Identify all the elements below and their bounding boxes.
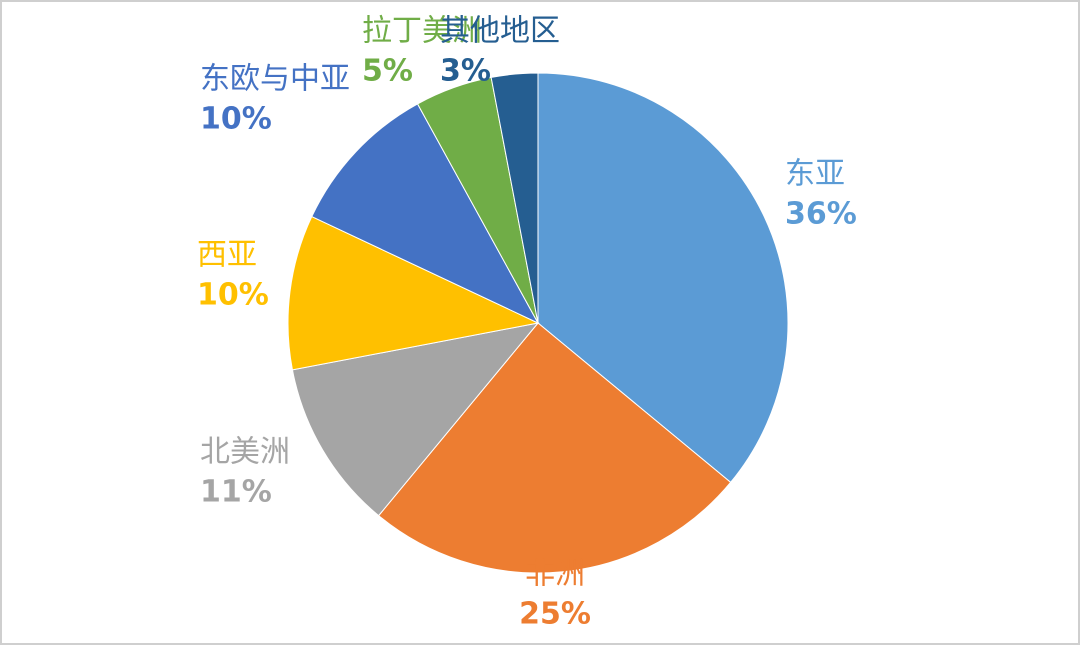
- slice-name: 非洲: [525, 557, 585, 592]
- pie-slice: [537, 72, 789, 484]
- pie-slice: [377, 322, 732, 574]
- slice-value-label: 25%: [519, 597, 591, 632]
- pie-slice: [291, 322, 540, 517]
- slice-name: 东欧与中亚: [200, 62, 350, 97]
- slice-name: 拉丁美洲: [362, 14, 482, 49]
- slice-name: 东亚: [785, 157, 845, 192]
- slice-name: 北美洲: [200, 435, 290, 470]
- pie: [287, 72, 789, 574]
- slice-value-label: 10%: [200, 102, 272, 137]
- slice-value-label: 3%: [440, 54, 491, 89]
- pie-slice: [490, 72, 539, 324]
- slice-value-label: 10%: [197, 278, 269, 313]
- slice-value-label: 36%: [785, 197, 857, 232]
- slice-name: 其他地区: [440, 14, 560, 49]
- slice-value-label: 5%: [362, 54, 413, 89]
- pie-slice: [311, 103, 540, 325]
- slice-value-label: 11%: [200, 475, 272, 510]
- slice-name: 西亚: [197, 238, 257, 273]
- pie-slice: [287, 215, 540, 371]
- labels: 东亚 36% 非洲 25% 北美洲 11% 西亚 10% 东欧与中亚 10% 拉丁美洲 5% 其他地区 3…: [197, 14, 857, 632]
